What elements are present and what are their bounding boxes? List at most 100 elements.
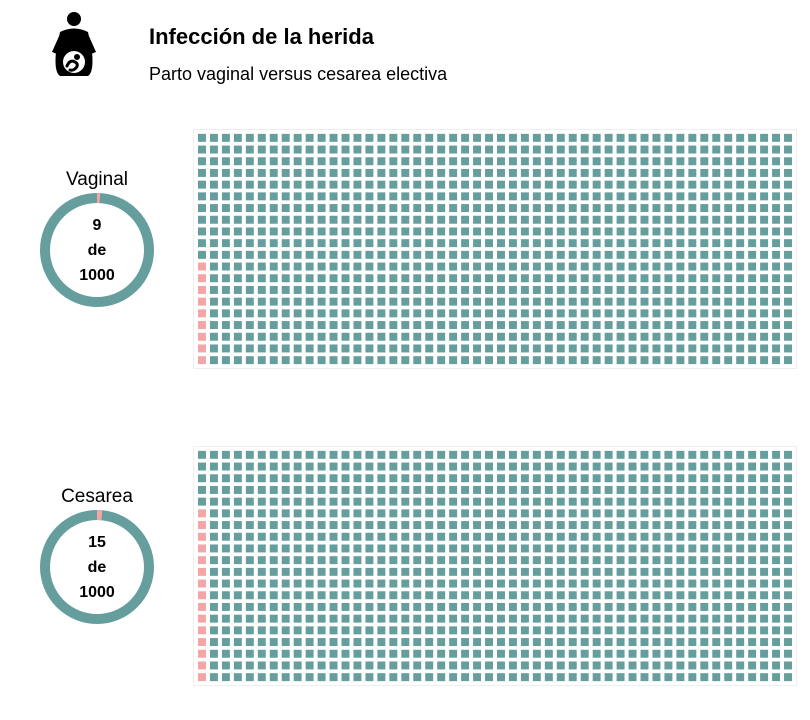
donut-total: 1000	[79, 267, 115, 284]
waffle-cell	[281, 180, 290, 189]
waffle-cell	[568, 485, 577, 494]
waffle-cell	[676, 497, 685, 506]
waffle-cell	[401, 332, 410, 341]
waffle-cell	[532, 626, 541, 635]
waffle-cell	[377, 649, 386, 658]
waffle-cell	[544, 450, 553, 459]
waffle-cell	[317, 602, 326, 611]
waffle-cell	[616, 180, 625, 189]
waffle-cell	[497, 145, 505, 154]
waffle-cell	[221, 673, 230, 682]
waffle-cell	[401, 227, 410, 236]
waffle-cell	[712, 579, 721, 588]
waffle-cell	[640, 602, 649, 611]
waffle-cell	[616, 157, 625, 166]
waffle-cell	[425, 509, 434, 518]
waffle-cell	[449, 321, 458, 330]
waffle-cell	[724, 661, 733, 670]
waffle-cell	[245, 133, 254, 142]
waffle-cell	[676, 602, 685, 611]
waffle-cell	[520, 509, 529, 518]
waffle-cell	[269, 356, 278, 365]
waffle-cell	[784, 614, 792, 623]
waffle-cell	[281, 614, 290, 623]
waffle-cell	[688, 638, 697, 647]
waffle-cell	[568, 567, 577, 576]
waffle-cell	[748, 145, 757, 154]
waffle-cell	[257, 332, 266, 341]
waffle-cell	[401, 215, 410, 224]
waffle-cell	[305, 157, 314, 166]
waffle-cell	[736, 332, 745, 341]
waffle-cell	[413, 168, 422, 177]
waffle-cell	[449, 485, 458, 494]
waffle-cell	[389, 462, 398, 471]
waffle-cell	[676, 356, 685, 365]
waffle-cell	[413, 239, 422, 248]
waffle-cell	[293, 485, 302, 494]
waffle-cell	[293, 626, 302, 635]
waffle-cell	[389, 145, 398, 154]
waffle-cell	[437, 180, 446, 189]
waffle-cell	[485, 602, 493, 611]
waffle-cell	[676, 250, 685, 259]
waffle-cell	[233, 204, 242, 213]
waffle-cell	[377, 133, 386, 142]
waffle-cell	[473, 614, 482, 623]
waffle-cell	[712, 532, 721, 541]
waffle-cell	[221, 626, 230, 635]
waffle-cell	[497, 673, 505, 682]
waffle-cell	[532, 521, 541, 530]
waffle-cell	[269, 239, 278, 248]
waffle-cell	[568, 285, 577, 294]
waffle-cell	[616, 521, 625, 530]
waffle-cell	[497, 521, 505, 530]
waffle-cell	[772, 567, 781, 576]
waffle-cell	[616, 614, 625, 623]
waffle-cell	[461, 145, 470, 154]
waffle-cell	[784, 450, 792, 459]
waffle-cell	[317, 661, 326, 670]
waffle-cell	[604, 321, 613, 330]
waffle-cell	[520, 556, 529, 565]
waffle-cell	[221, 145, 230, 154]
waffle-cell	[532, 285, 541, 294]
waffle-cell	[724, 204, 733, 213]
waffle-cell	[233, 239, 242, 248]
waffle-cell	[736, 192, 745, 201]
waffle-cell	[628, 579, 637, 588]
waffle-cell	[604, 509, 613, 518]
waffle-cell	[305, 321, 314, 330]
panel-cesarea: Cesarea 15 de 1000	[0, 446, 810, 696]
waffle-cell	[389, 356, 398, 365]
waffle-cell	[245, 556, 254, 565]
waffle-cell	[461, 521, 470, 530]
waffle-cell	[269, 344, 278, 353]
waffle-cell	[700, 262, 709, 271]
waffle-cell	[401, 638, 410, 647]
waffle-cell	[449, 497, 458, 506]
waffle-cell	[736, 602, 745, 611]
waffle-cell	[604, 673, 613, 682]
waffle-cell	[700, 474, 709, 483]
waffle-cell	[221, 204, 230, 213]
waffle-cell	[377, 532, 386, 541]
waffle-cell	[520, 309, 529, 318]
donut-total: 1000	[79, 584, 115, 601]
waffle-cell	[532, 204, 541, 213]
donut-connector: de	[87, 242, 107, 259]
waffle-cell	[760, 285, 769, 294]
waffle-cell	[317, 567, 326, 576]
waffle-cell	[544, 556, 553, 565]
waffle-cell	[700, 638, 709, 647]
waffle-cell	[772, 180, 781, 189]
waffle-cell	[233, 591, 242, 600]
waffle-cell	[616, 192, 625, 201]
waffle-cell	[628, 168, 637, 177]
waffle-cell	[592, 556, 601, 565]
waffle-cell	[724, 556, 733, 565]
waffle-cell	[784, 474, 792, 483]
waffle-cell	[305, 462, 314, 471]
waffle-cell	[209, 262, 218, 271]
waffle-cell	[485, 168, 493, 177]
